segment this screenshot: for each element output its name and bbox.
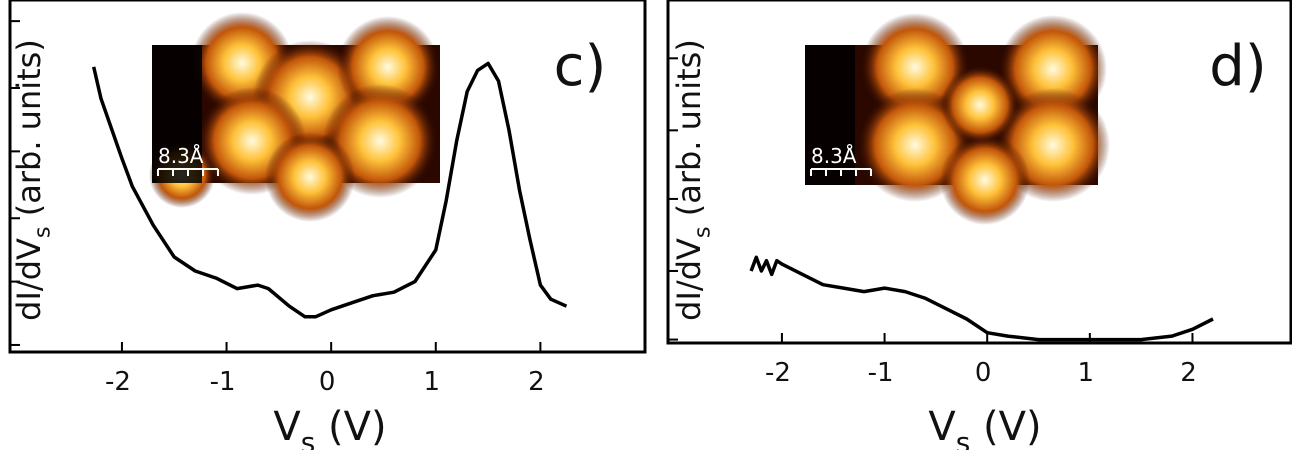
inset-dark: [805, 45, 855, 185]
inset-scale-label: 8.3Å: [811, 144, 857, 168]
axis-label-rest: (arb. units): [10, 39, 48, 226]
axis-label: dI/dVs (arb. units): [670, 39, 716, 321]
axis-label-sub: s: [690, 226, 716, 238]
panel-label: c): [554, 34, 607, 99]
panel: -2 -1 0 1 2Vs (V)dI/dVs (arb. units) 8.3Åc): [8, 0, 647, 450]
inset-scale-label: 8.3Å: [158, 144, 204, 168]
axis-label-sub: s: [301, 426, 316, 450]
axis-label-sub: s: [30, 226, 56, 238]
axis-label-main: V: [273, 404, 301, 450]
x-tick-label: 0: [319, 367, 336, 397]
axis-label-main: V: [928, 404, 956, 450]
inset-blob: [265, 132, 355, 222]
axis-label-main: dI/dV: [10, 238, 48, 321]
axis-label: Vs (V): [273, 404, 386, 450]
data-line: [91, 61, 568, 319]
x-tick-label: 0: [975, 358, 992, 388]
panel-label: d): [1209, 34, 1266, 99]
x-tick-label: -1: [210, 367, 236, 397]
x-tick-label: -1: [868, 358, 894, 388]
data-line: [749, 255, 1214, 342]
plot-frame: [666, 0, 1292, 345]
x-tick-label: 1: [424, 367, 441, 397]
x-tick-label: 1: [1078, 358, 1095, 388]
x-tick-label: 2: [1180, 358, 1197, 388]
x-tick-label: -2: [105, 367, 131, 397]
inset-blob: [941, 66, 1019, 144]
axis-label-main: dI/dV: [670, 238, 708, 321]
inset-dark: [152, 45, 202, 183]
inset-blob: [940, 135, 1030, 225]
axis-label-sub: s: [956, 426, 971, 450]
x-tick-label: 2: [528, 367, 545, 397]
panel: -2 -1 0 1 2Vs (V)dI/dVs (arb. units) 8.3Åd): [666, 0, 1292, 450]
axis-label: Vs (V): [928, 404, 1041, 450]
axis-label-rest: (arb. units): [670, 39, 708, 226]
axis-label: dI/dVs (arb. units): [10, 39, 56, 321]
axis-label-rest: (V): [970, 404, 1041, 450]
plot-frame: [8, 0, 647, 354]
axis-label-rest: (V): [315, 404, 386, 450]
x-tick-label: -2: [765, 358, 791, 388]
inset-blob: [861, 13, 969, 121]
